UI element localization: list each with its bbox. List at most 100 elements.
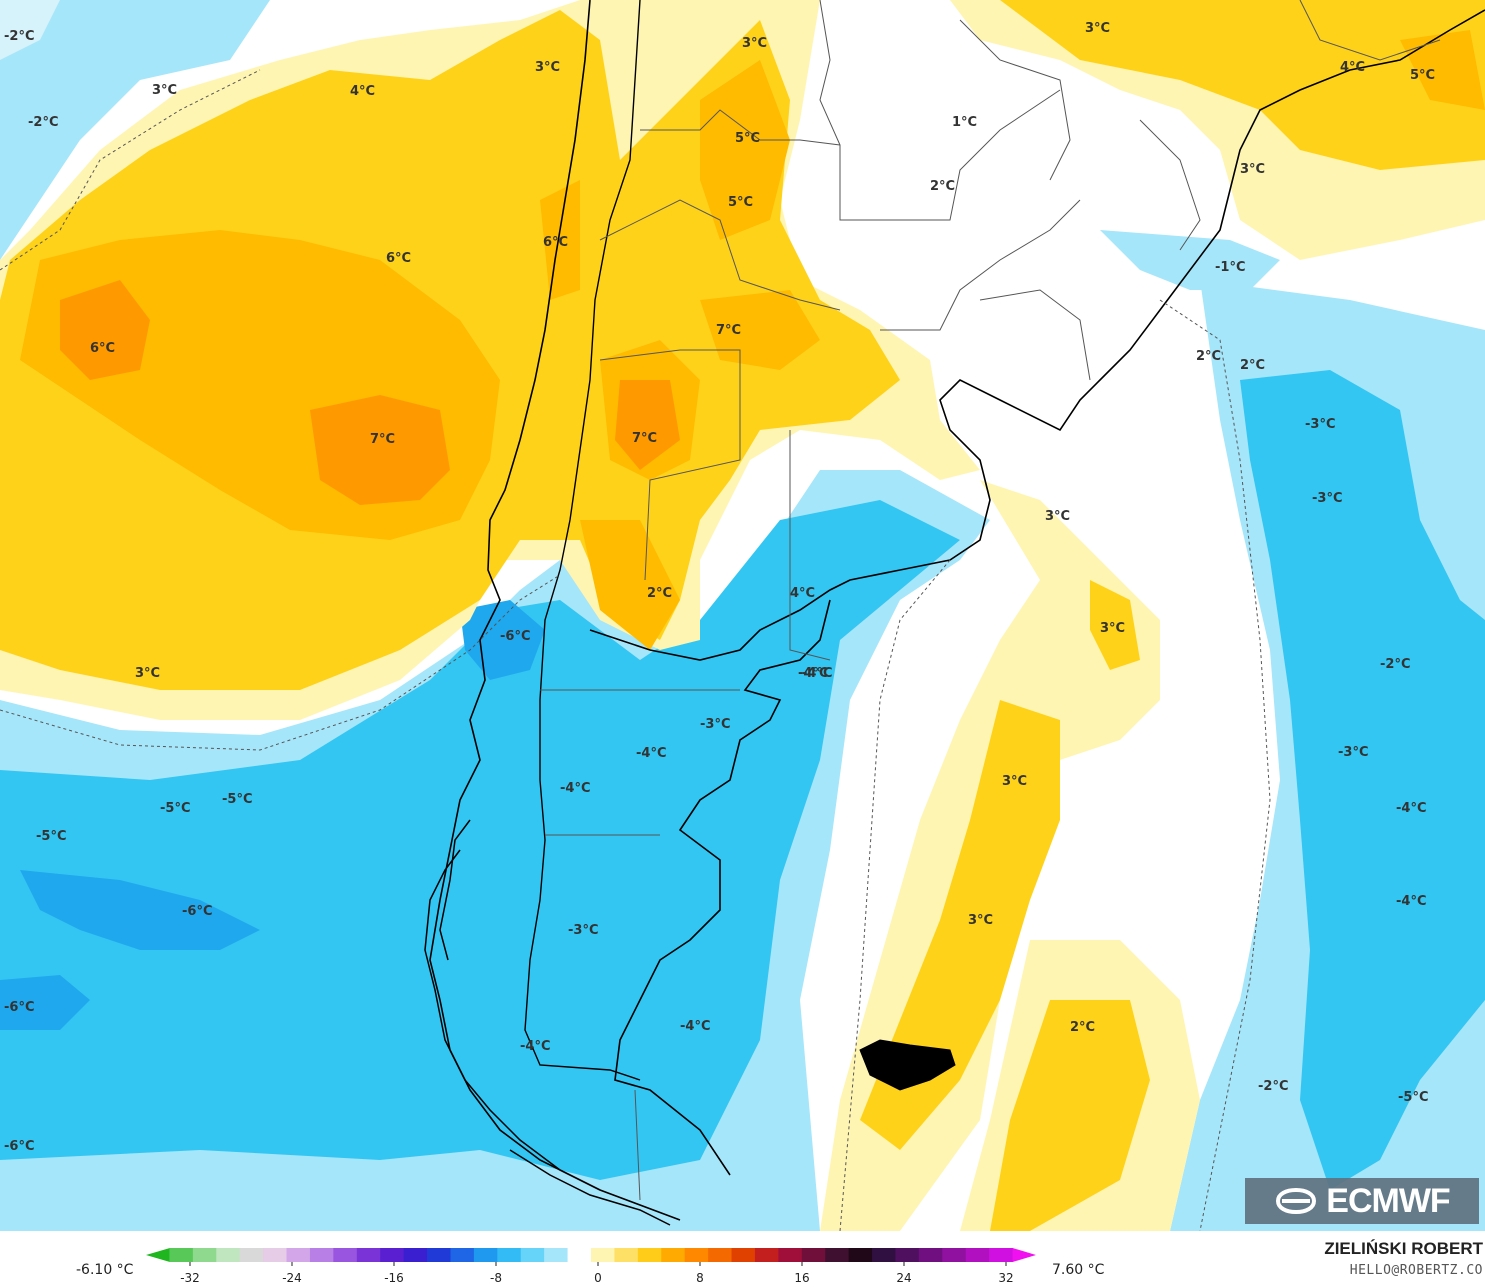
temperature-label: -1°C	[1215, 260, 1245, 275]
logo-text: ECMWF	[1326, 1181, 1450, 1220]
temperature-label: 2°C	[1240, 358, 1265, 373]
color-scale-tick-label: -24	[282, 1271, 302, 1285]
temperature-label: 4°C	[350, 84, 375, 99]
color-scale-cell	[918, 1248, 943, 1262]
color-scale-cell	[778, 1248, 803, 1262]
temperature-label: 5°C	[735, 131, 760, 146]
province-borders	[540, 0, 1441, 1201]
color-scale-bar: -32 -24 -16 -8 0 8 16 24 32	[146, 1248, 1036, 1285]
color-scale-cell	[614, 1248, 639, 1262]
temperature-label: 3°C	[1002, 774, 1027, 789]
temperature-label: -4°C	[520, 1039, 550, 1054]
temperature-label: 1°C	[952, 115, 977, 130]
color-scale-tick-label: 8	[696, 1271, 704, 1285]
temperature-label: -4°C	[798, 666, 828, 681]
color-scale-cell	[146, 1248, 170, 1262]
temperature-label: -6°C	[500, 629, 530, 644]
temperature-label: 2°C	[930, 179, 955, 194]
temperature-label: -2°C	[28, 115, 58, 130]
color-scale-cell	[848, 1248, 873, 1262]
color-scale-cell	[661, 1248, 686, 1262]
temperature-label: -5°C	[160, 801, 190, 816]
temperature-label: -3°C	[1305, 417, 1335, 432]
color-scale-cell	[637, 1248, 662, 1262]
andes-border	[524, 0, 641, 1081]
temperature-label: 3°C	[1100, 621, 1125, 636]
color-scale-cell	[989, 1248, 1014, 1262]
temperature-label: 5°C	[728, 195, 753, 210]
temperature-label: 3°C	[1045, 509, 1070, 524]
color-scale-cell	[473, 1248, 498, 1262]
color-scale-cell	[309, 1248, 334, 1262]
color-scale-cell	[942, 1248, 967, 1262]
color-scale-cell	[872, 1248, 896, 1262]
temperature-label: -3°C	[1312, 491, 1342, 506]
temperature-label: 4°C	[1340, 60, 1365, 75]
temperature-label: 7°C	[716, 323, 741, 338]
color-scale-cell	[591, 1248, 615, 1262]
temperature-label: -3°C	[700, 717, 730, 732]
temperature-label: -2°C	[1380, 657, 1410, 672]
temperature-label: -4°C	[802, 666, 832, 681]
temperature-label: -4°C	[560, 781, 590, 796]
temperature-label: 6°C	[543, 235, 568, 250]
temperature-label: 3°C	[968, 913, 993, 928]
color-scale-cell	[356, 1248, 381, 1262]
color-scale-tick-label: -16	[384, 1271, 404, 1285]
legend-min-label: -6.10 °C	[76, 1262, 134, 1278]
temperature-label: 3°C	[535, 60, 560, 75]
temperature-label: 2°C	[647, 586, 672, 601]
temperature-labels: -2°C -2°C 3°C 4°C 3°C 3°C 5°C 5°C 6°C 6°C 6°C 7°C 7°…	[4, 21, 1435, 1154]
coastline-patagonia	[614, 599, 831, 1176]
color-scale-cell	[216, 1248, 241, 1262]
temperature-label: 6°C	[386, 251, 411, 266]
color-scale-cell	[380, 1248, 405, 1262]
temperature-label: 3°C	[1240, 162, 1265, 177]
color-scale-cell	[427, 1248, 451, 1262]
temperature-label: 6°C	[90, 341, 115, 356]
borders	[429, 0, 1485, 1221]
warm-anomaly-area	[0, 0, 1485, 1231]
cold-anomaly-area	[0, 0, 1485, 1231]
temperature-label: -4°C	[1396, 894, 1426, 909]
ecmwf-logo-icon	[1276, 1188, 1317, 1214]
color-scale-cell	[801, 1248, 826, 1262]
color-scale-tick-label: 32	[998, 1271, 1013, 1285]
temperature-label: 4°C	[790, 586, 815, 601]
temperature-label: -5°C	[1398, 1090, 1428, 1105]
color-scale-cell	[754, 1248, 779, 1262]
color-scale-cell	[544, 1248, 569, 1262]
temperature-label: 3°C	[1085, 21, 1110, 36]
ecmwf-logo: ECMWF	[1245, 1178, 1479, 1224]
temperature-label: -5°C	[222, 792, 252, 807]
color-scale-tick-label: 24	[896, 1271, 911, 1285]
isotherm-contours	[0, 69, 1271, 1231]
temperature-label: -2°C	[1258, 1079, 1288, 1094]
temperature-label: -4°C	[636, 746, 666, 761]
temperature-label: 2°C	[1196, 349, 1221, 364]
coastline-east	[589, 9, 1485, 661]
temperature-label: -6°C	[4, 1000, 34, 1015]
temperature-label: 5°C	[1410, 68, 1435, 83]
color-scale-tick-label: 0	[594, 1271, 602, 1285]
temperature-label: -2°C	[4, 29, 34, 44]
color-scale-cell	[333, 1248, 358, 1262]
temperature-label: -5°C	[36, 829, 66, 844]
credit-email: HELLO@ROBERTZ.CO	[1349, 1263, 1483, 1278]
temperature-label: -3°C	[568, 923, 598, 938]
credit-name: ZIELIŃSKI ROBERT	[1324, 1239, 1483, 1258]
temperature-label: -6°C	[4, 1139, 34, 1154]
temperature-map: -2°C -2°C 3°C 4°C 3°C 3°C 5°C 5°C 6°C 6°C 6°C 7°C 7°…	[0, 0, 1485, 1231]
color-scale-cell	[192, 1248, 217, 1262]
temperature-label: 3°C	[742, 36, 767, 51]
color-scale-cell	[1012, 1248, 1036, 1262]
color-scale-cell	[965, 1248, 990, 1262]
color-scale-cell	[169, 1248, 194, 1262]
temperature-label: 3°C	[152, 83, 177, 98]
falklands	[859, 1039, 956, 1091]
color-scale-tick-label: 16	[794, 1271, 809, 1285]
color-scale-tick-label: -32	[180, 1271, 200, 1285]
color-scale-tick-label: -8	[490, 1271, 502, 1285]
color-scale-cell	[403, 1248, 428, 1262]
temperature-label: -4°C	[680, 1019, 710, 1034]
